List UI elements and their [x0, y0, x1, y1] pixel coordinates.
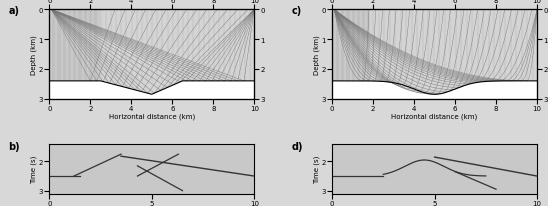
Y-axis label: Depth (km): Depth (km)	[31, 35, 37, 75]
Y-axis label: Time (s): Time (s)	[313, 155, 320, 183]
Text: c): c)	[291, 6, 301, 16]
X-axis label: Horizontal distance (km): Horizontal distance (km)	[109, 113, 195, 119]
Text: a): a)	[8, 6, 19, 16]
Text: b): b)	[8, 142, 20, 152]
Y-axis label: Time (s): Time (s)	[31, 155, 37, 183]
Text: d): d)	[291, 142, 302, 152]
X-axis label: Horizontal distance (km): Horizontal distance (km)	[391, 113, 478, 119]
Y-axis label: Depth (km): Depth (km)	[313, 35, 320, 75]
